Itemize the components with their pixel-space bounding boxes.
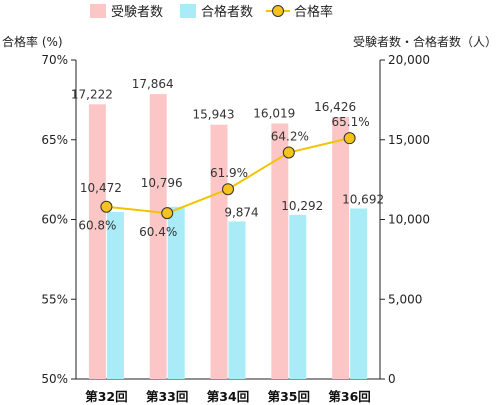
x-category-label: 第35回: [268, 389, 310, 404]
legend: 受験者数 合格者数 合格率: [90, 4, 333, 20]
legend-label-passers: 合格者数: [201, 4, 253, 20]
bar-applicants: [149, 94, 167, 379]
passers-value-label: 10,796: [141, 176, 183, 190]
x-category-label: 第34回: [207, 389, 249, 404]
legend-swatch-applicants: [90, 4, 106, 18]
left-axis-tick-label: 50%: [41, 372, 68, 386]
bar-passers: [167, 206, 185, 379]
left-axis-tick-label: 55%: [41, 292, 68, 306]
passers-value-label: 9,874: [224, 206, 258, 220]
pass-rate-point: [343, 132, 356, 145]
right-axis-tick-label: 20,000: [388, 53, 430, 67]
right-axis-title: 受験者数・合格者数（人）: [353, 34, 497, 49]
right-axis-tick-label: 5,000: [388, 292, 422, 306]
legend-label-applicants: 受験者数: [111, 5, 163, 20]
pass-rate-value-label: 61.9%: [210, 166, 248, 180]
applicants-value-label: 16,426: [314, 100, 356, 114]
pass-rate-point: [222, 183, 234, 196]
passers-value-label: 10,472: [80, 181, 122, 195]
bar-applicants: [210, 124, 228, 379]
bar-applicants: [332, 117, 350, 379]
pass-rate-point: [161, 207, 174, 220]
legend-marker-pass-rate: [272, 5, 284, 17]
left-axis-tick-label: 70%: [41, 53, 68, 67]
bar-passers: [228, 221, 246, 379]
x-category-label: 第32回: [85, 389, 127, 404]
pass-rate-value-label: 60.8%: [78, 219, 116, 233]
applicants-value-label: 16,019: [253, 106, 295, 120]
bar-passers: [350, 208, 368, 379]
pass-rate-value-label: 65.1%: [332, 115, 370, 129]
plot-area: 50% 55% 60% 65% 70% 0 5,000 10,000 15,000 20,000 第…: [41, 53, 430, 404]
passers-value-label: 10,292: [281, 199, 323, 213]
left-axis-tick-label: 60%: [41, 213, 68, 227]
left-axis-title: 合格率 (%): [2, 34, 63, 49]
x-category-label: 第33回: [146, 389, 188, 404]
right-axis-tick-label: 0: [388, 372, 396, 386]
pass-rate-value-label: 64.2%: [271, 130, 309, 144]
bar-passers: [289, 214, 307, 379]
legend-swatch-passers: [180, 4, 196, 18]
pass-rate-point: [282, 146, 295, 159]
right-axis-tick-label: 15,000: [388, 133, 430, 147]
bar-passers: [106, 211, 124, 379]
passers-value-label: 10,692: [342, 192, 384, 206]
applicants-value-label: 17,222: [71, 87, 113, 101]
x-category-label: 第36回: [328, 389, 370, 404]
legend-label-pass-rate: 合格率: [294, 4, 333, 20]
applicants-value-label: 17,864: [132, 77, 174, 91]
pass-rate-value-label: 60.4%: [139, 225, 177, 239]
applicants-value-label: 15,943: [193, 108, 235, 122]
left-axis-tick-label: 65%: [41, 133, 68, 147]
bar-applicants: [88, 104, 106, 380]
bar-applicants: [271, 123, 289, 379]
right-axis-tick-label: 10,000: [388, 213, 430, 227]
pass-rate-point: [100, 200, 113, 213]
